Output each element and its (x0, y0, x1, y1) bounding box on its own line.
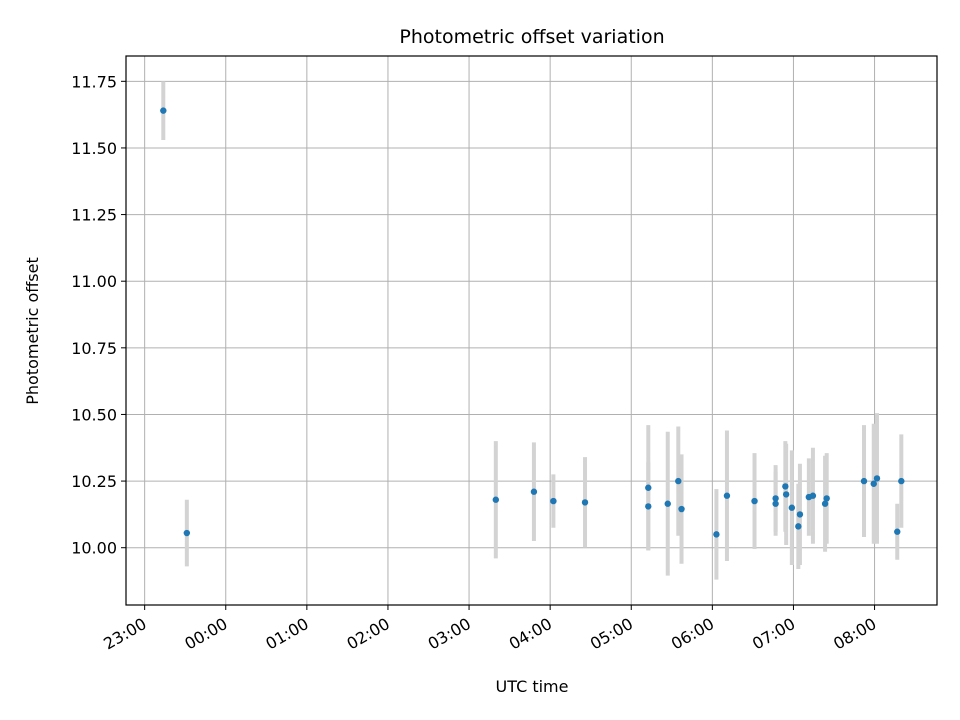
data-point (183, 529, 191, 537)
y-tick-label: 10.00 (71, 539, 117, 558)
y-tick-label: 11.00 (71, 272, 117, 291)
data-point (894, 528, 901, 535)
data-point (678, 505, 685, 513)
data-point (809, 492, 817, 499)
data-point (795, 523, 802, 530)
data-point (530, 488, 538, 495)
plot-frame (125, 55, 938, 606)
data-point (645, 503, 652, 510)
data-point (751, 497, 758, 505)
data-point (788, 504, 796, 511)
data-point (821, 500, 829, 507)
data-point (160, 107, 167, 114)
y-tick-label: 11.25 (71, 206, 117, 225)
grid-layer (126, 56, 937, 605)
y-tick-label: 11.50 (71, 139, 117, 158)
data-point (873, 475, 881, 482)
y-tick-label: 11.75 (71, 72, 117, 91)
y-tick-label: 10.25 (71, 472, 117, 491)
y-tick-label: 10.50 (71, 405, 117, 424)
data-point (675, 477, 682, 485)
data-point (581, 499, 589, 506)
data-point (870, 480, 877, 487)
data-point (823, 495, 830, 502)
data-point (492, 496, 500, 503)
y-axis: 10.00 10.25 10.50 10.75 11.00 11.25 11.50 11.75 (71, 72, 126, 558)
data-point (860, 477, 868, 485)
y-tick-label: 10.75 (71, 339, 117, 358)
data-point (898, 477, 905, 485)
data-point (713, 531, 720, 538)
data-point (772, 495, 779, 502)
point-layer (160, 107, 905, 538)
chart-title: Photometric offset variation (399, 26, 664, 48)
y-axis-label: Photometric offset (23, 257, 42, 405)
data-point (782, 483, 789, 490)
x-axis-label: UTC time (496, 677, 569, 696)
data-point (782, 491, 790, 498)
data-point (645, 484, 652, 491)
data-point (772, 500, 779, 507)
data-point (796, 511, 804, 518)
data-point (550, 497, 557, 505)
data-point (664, 500, 671, 507)
data-point (723, 492, 731, 499)
